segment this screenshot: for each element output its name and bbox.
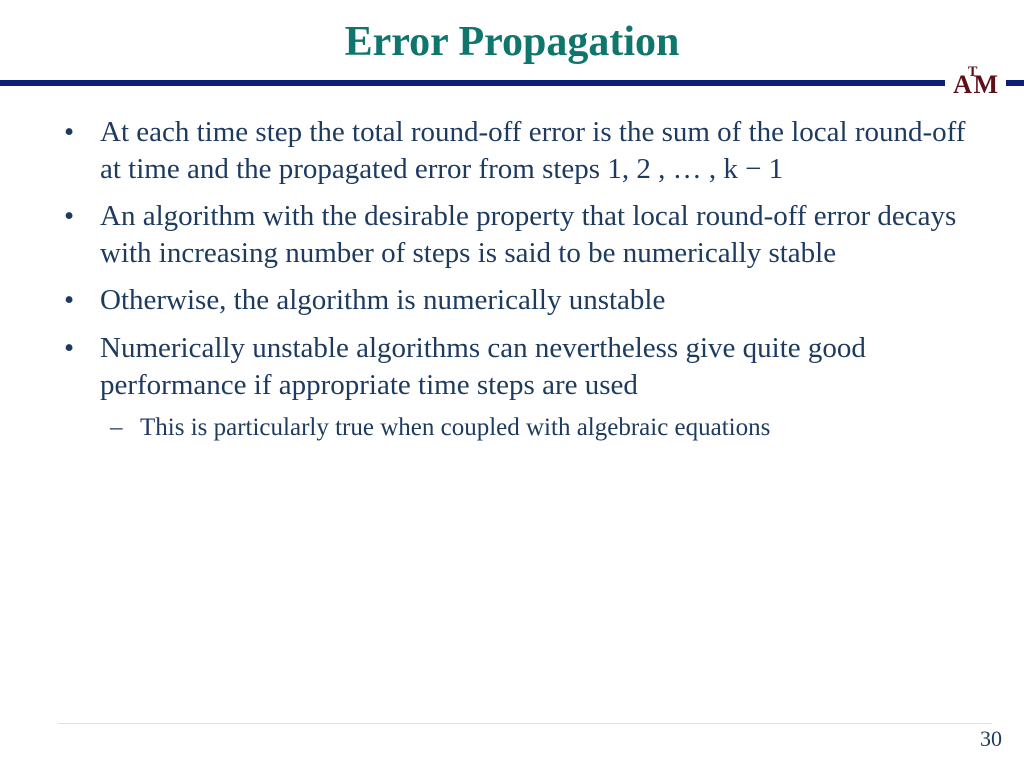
title-divider: ATM	[0, 80, 1024, 86]
footer-separator	[58, 723, 992, 724]
bullet-list: At each time step the total round-off er…	[58, 114, 966, 444]
list-item: An algorithm with the desirable property…	[58, 198, 966, 272]
sub-bullet-list: This is particularly true when coupled w…	[100, 412, 966, 444]
slide: Error Propagation ATM At each time step …	[0, 0, 1024, 768]
page-number: 30	[980, 726, 1002, 752]
atm-logo-icon: ATM	[953, 70, 998, 100]
logo-container: ATM	[945, 70, 1006, 100]
list-item: At each time step the total round-off er…	[58, 114, 966, 188]
list-item: Otherwise, the algorithm is numerically …	[58, 282, 966, 319]
list-item: Numerically unstable algorithms can neve…	[58, 330, 966, 444]
divider-bar	[0, 80, 1024, 86]
sub-list-item: This is particularly true when coupled w…	[100, 412, 966, 444]
list-item-text: Numerically unstable algorithms can neve…	[100, 332, 866, 401]
slide-title: Error Propagation	[0, 0, 1024, 66]
logo-letter-t: T	[968, 64, 978, 81]
slide-body: At each time step the total round-off er…	[0, 86, 1024, 444]
